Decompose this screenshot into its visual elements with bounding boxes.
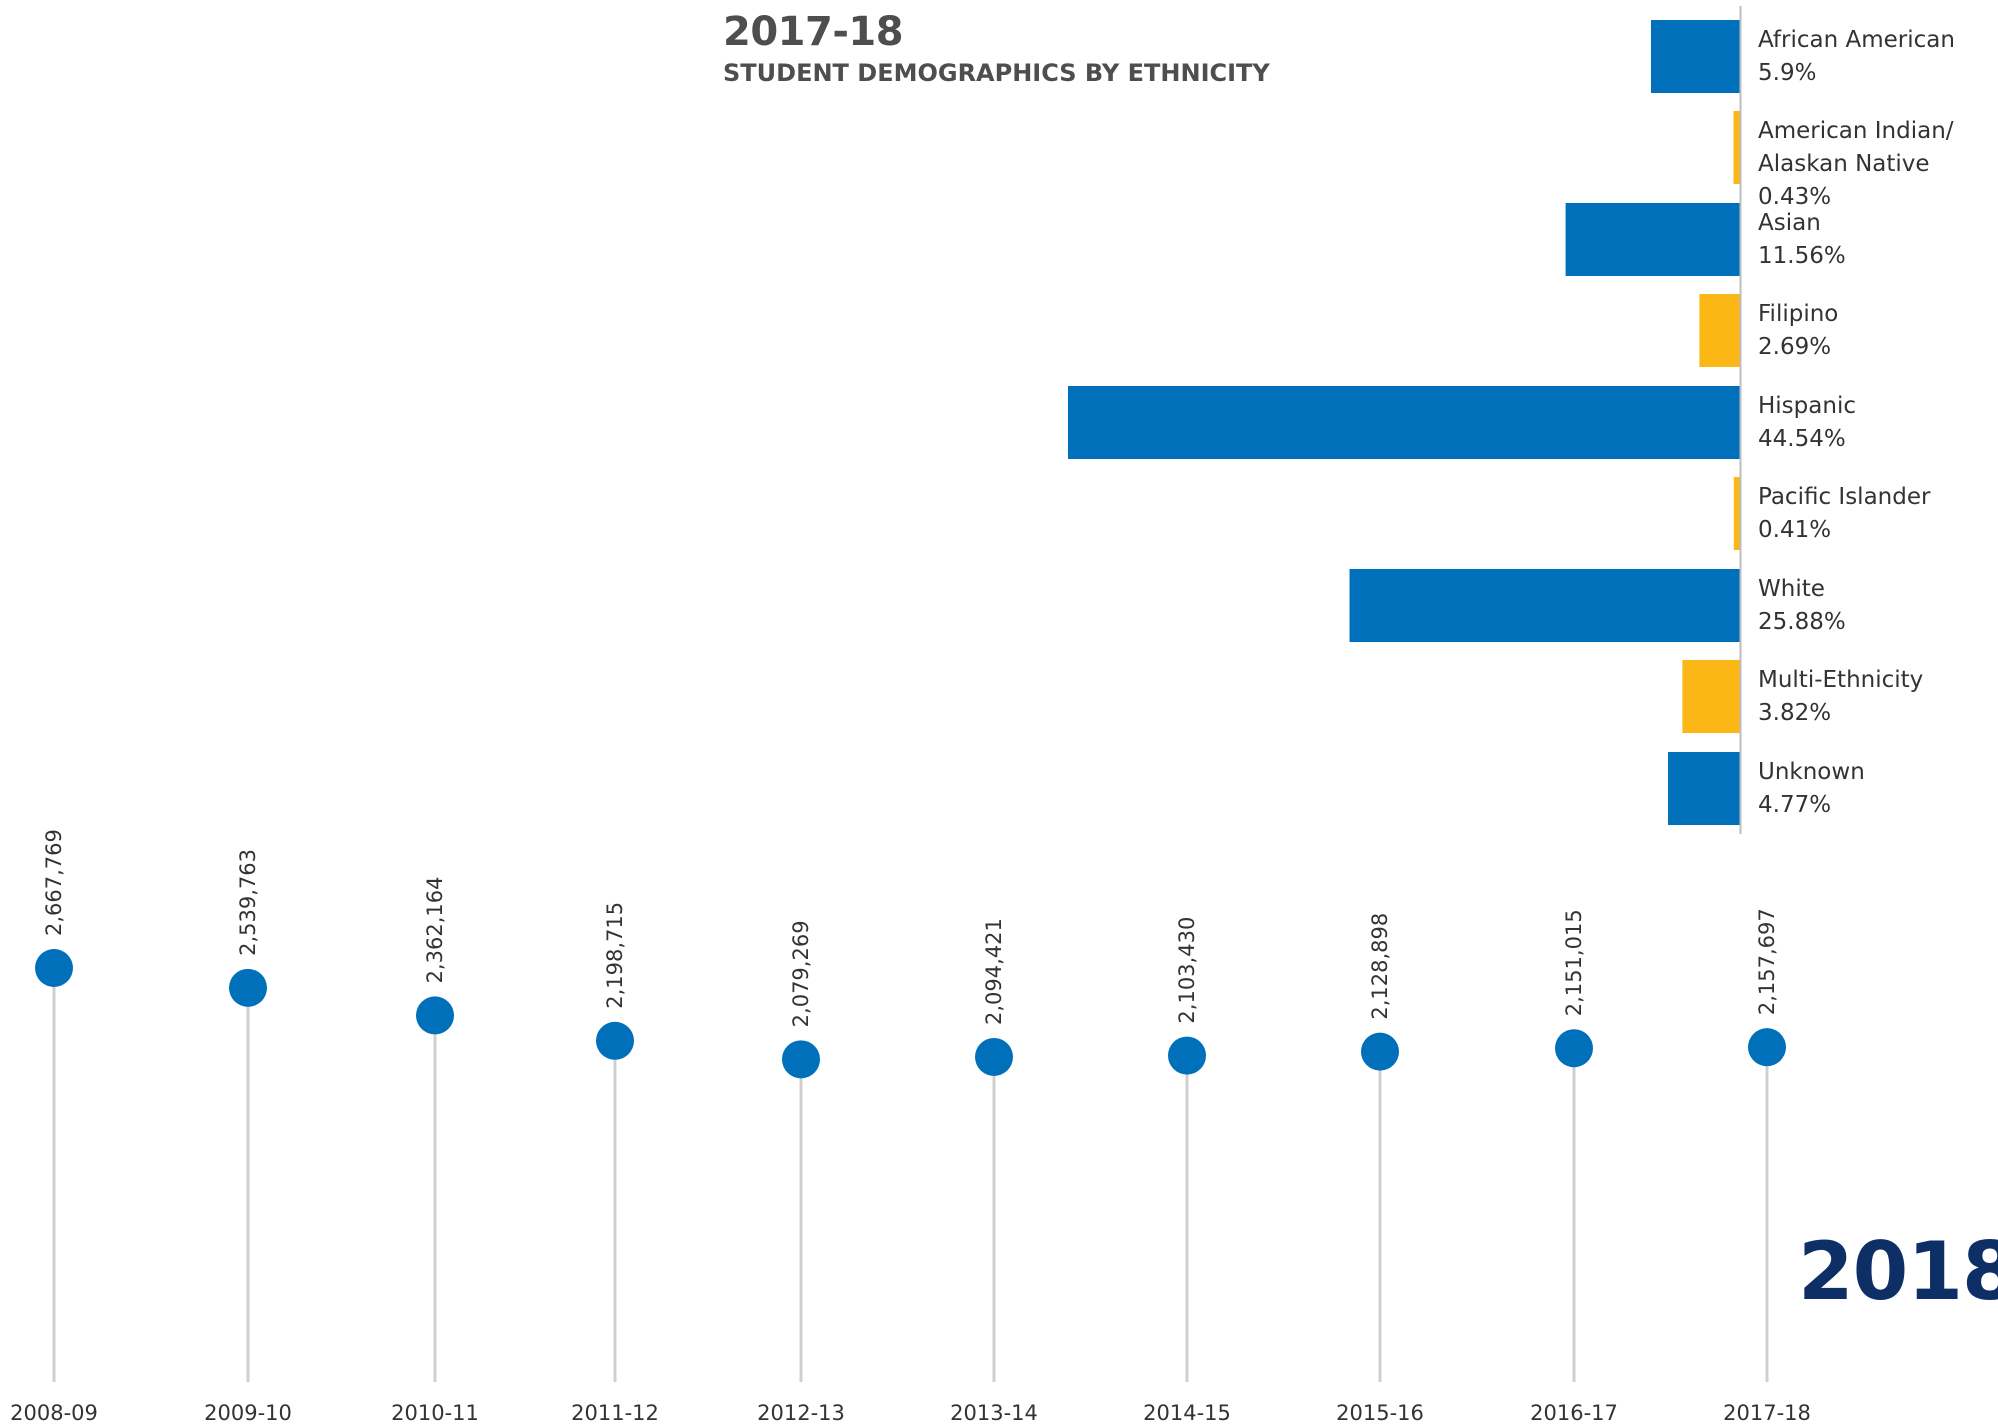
chart-subtitle: STUDENT DEMOGRAPHICS BY ETHNICITY — [723, 59, 1270, 87]
bar-white — [1349, 569, 1740, 642]
lollipop-point-2009-10 — [229, 968, 267, 1007]
x-tick-label: 2017-18 — [1723, 1401, 1811, 1425]
bar-category-label: Alaskan Native — [1758, 151, 1930, 177]
lollipop-point-2008-09 — [35, 949, 73, 987]
bar-value-label: 0.41% — [1758, 517, 1831, 543]
bar-value-label: 2.69% — [1758, 334, 1831, 360]
bar-pacific-islander — [1733, 477, 1740, 550]
lollipop-point-2017-18 — [1748, 1028, 1786, 1067]
bar-hispanic — [1068, 386, 1740, 459]
x-tick-label: 2014-15 — [1143, 1401, 1231, 1425]
highlight-year: 2018 — [1798, 1225, 1998, 1318]
bar-unknown — [1668, 752, 1740, 825]
lollipop-point-2012-13 — [782, 1040, 820, 1079]
bar-value-label: 4.77% — [1758, 792, 1831, 818]
bar-category-label: White — [1758, 576, 1825, 602]
x-tick-label: 2011-12 — [571, 1401, 659, 1425]
x-tick-label: 2015-16 — [1336, 1401, 1424, 1425]
bar-filipino — [1699, 294, 1740, 367]
x-tick-label: 2009-10 — [204, 1401, 292, 1425]
lollipop-value-label: 2,362,164 — [423, 877, 447, 984]
lollipop-point-2015-16 — [1361, 1032, 1399, 1071]
bar-category-label: American Indian/ — [1758, 118, 1954, 144]
lollipop-value-label: 2,128,898 — [1368, 913, 1392, 1020]
lollipop-value-label: 2,094,421 — [982, 918, 1006, 1025]
bar-category-label: Asian — [1758, 210, 1821, 236]
lollipop-value-label: 2,103,430 — [1175, 917, 1199, 1024]
lollipop-point-2010-11 — [416, 996, 454, 1035]
bar-category-label: Multi-Ethnicity — [1758, 667, 1923, 693]
bar-category-label: Pacific Islander — [1758, 484, 1931, 510]
enrollment-lollipop-chart: 2,667,769 2008-09 2,539,763 2009-10 2,362,16… — [10, 829, 1811, 1425]
bar-category-label: African American — [1758, 27, 1955, 53]
bar-value-label: 3.82% — [1758, 700, 1831, 726]
bar-value-label: 25.88% — [1758, 609, 1846, 635]
bar-category-label: Unknown — [1758, 759, 1865, 785]
x-tick-label: 2012-13 — [757, 1401, 845, 1425]
lollipop-point-2013-14 — [975, 1037, 1013, 1076]
lollipop-point-2011-12 — [596, 1021, 634, 1060]
x-tick-label: 2010-11 — [391, 1401, 479, 1425]
ethnicity-bar-chart: African American 5.9% American Indian/Alas… — [1068, 6, 1955, 834]
bar-category-label: Filipino — [1758, 301, 1838, 327]
bar-multi-ethnicity — [1682, 660, 1740, 733]
bar-value-label: 11.56% — [1758, 243, 1846, 269]
lollipop-value-label: 2,667,769 — [42, 829, 66, 936]
title-block: 2017-18 STUDENT DEMOGRAPHICS BY ETHNICIT… — [723, 6, 1270, 88]
lollipop-value-label: 2,198,715 — [603, 902, 627, 1009]
x-tick-label: 2013-14 — [950, 1401, 1038, 1425]
bar-asian — [1565, 203, 1740, 276]
bar-value-label: 44.54% — [1758, 426, 1846, 452]
x-tick-label: 2008-09 — [10, 1401, 98, 1425]
lollipop-point-2014-15 — [1168, 1036, 1206, 1075]
bar-african-american — [1650, 20, 1740, 93]
bar-american-indian — [1733, 111, 1740, 184]
lollipop-value-label: 2,079,269 — [789, 920, 813, 1027]
bar-category-label: Hispanic — [1758, 393, 1856, 419]
lollipop-point-2016-17 — [1555, 1029, 1593, 1068]
bar-value-label: 5.9% — [1758, 60, 1816, 86]
lollipop-value-label: 2,151,015 — [1562, 909, 1586, 1016]
bar-value-label: 0.43% — [1758, 184, 1831, 210]
chart-title: 2017-18 — [723, 9, 904, 55]
x-tick-label: 2016-17 — [1530, 1401, 1618, 1425]
lollipop-value-label: 2,539,763 — [236, 849, 260, 956]
lollipop-value-label: 2,157,697 — [1755, 908, 1779, 1015]
